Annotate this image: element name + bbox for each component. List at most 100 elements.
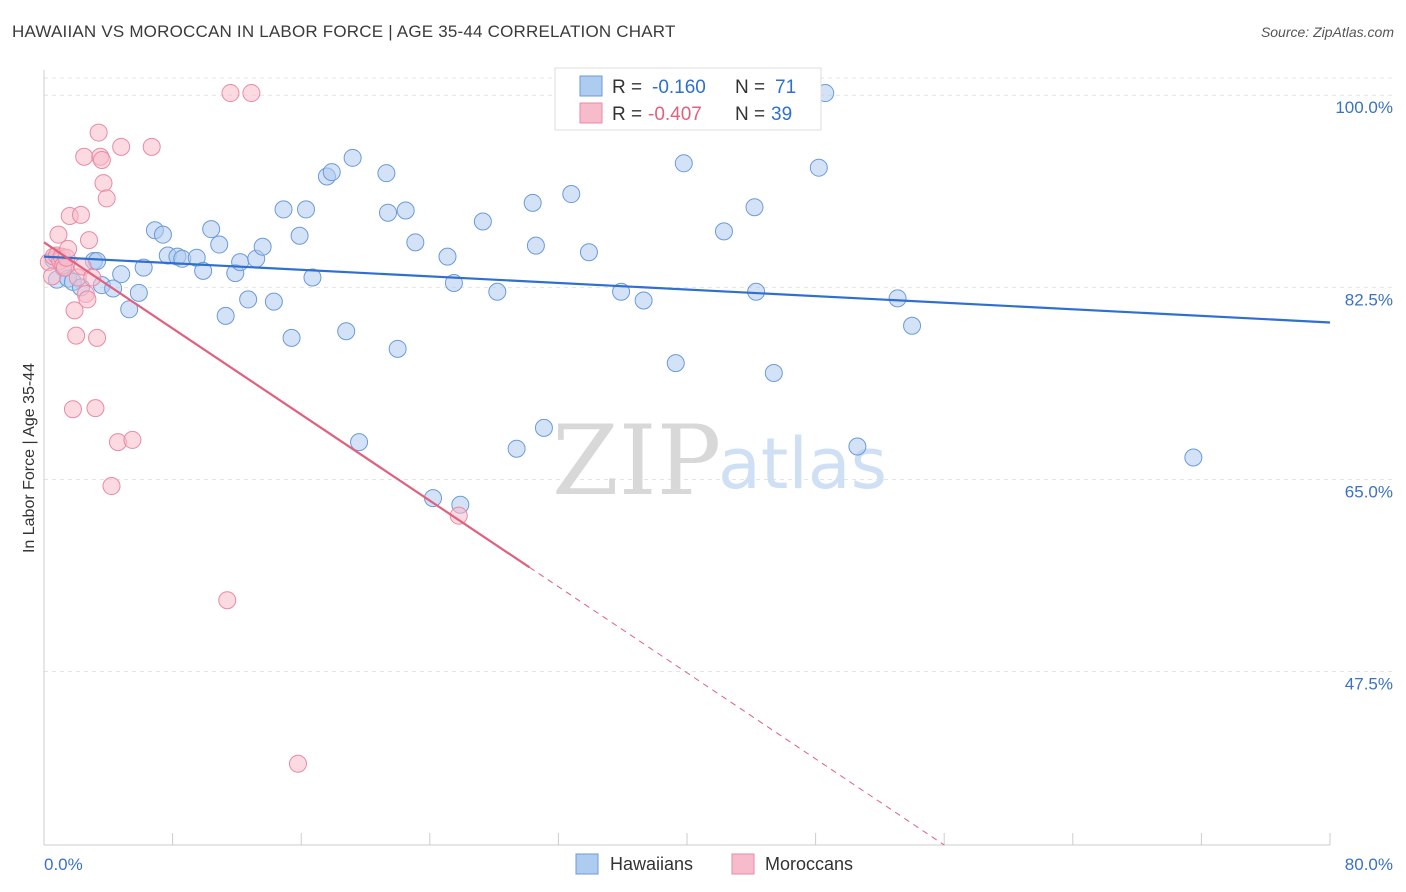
hawaiian-point: [377, 164, 396, 183]
hawaiian-point: [282, 328, 301, 347]
hawaiian-point: [562, 185, 581, 204]
legend-r-value-hawaiians: -0.160: [652, 77, 706, 98]
hawaiian-point: [745, 198, 764, 217]
moroccan-point: [88, 328, 107, 347]
hawaiian-point: [322, 163, 341, 182]
stats-legend: R = -0.160 N = 71 R = -0.407 N = 39: [554, 67, 822, 131]
hawaiians-trend-line: [43, 255, 1331, 324]
legend-swatch-moroccans: [579, 102, 603, 124]
hawaiian-point: [239, 290, 258, 309]
moroccan-point: [43, 267, 62, 286]
hawaiian-point: [666, 354, 685, 373]
hawaiian-point: [210, 235, 229, 254]
hawaiian-point: [634, 291, 653, 310]
hawaiian-point: [379, 203, 398, 222]
moroccan-point: [142, 137, 161, 156]
hawaiian-point: [903, 316, 922, 335]
hawaiian-point: [848, 437, 867, 456]
hawaiian-point: [1184, 448, 1203, 467]
y-tick-labels: 47.5% 65.0% 82.5% 100.0%: [1335, 98, 1393, 693]
hawaiian-point: [388, 339, 407, 358]
hawaiian-point: [337, 322, 356, 341]
moroccan-point: [102, 477, 121, 496]
legend-n-value-hawaiians: 71: [775, 77, 796, 98]
legend-n-label-hawaiians: N =: [735, 77, 765, 98]
y-tick-label: 65.0%: [1345, 482, 1393, 501]
hawaiian-point: [888, 289, 907, 308]
moroccan-point: [65, 301, 84, 320]
legend-r-value-moroccans: -0.407: [648, 104, 702, 125]
moroccan-point: [83, 268, 102, 287]
source-credit: Source: ZipAtlas.com: [1260, 24, 1394, 40]
hawaiian-point: [343, 148, 362, 167]
hawaiian-point: [406, 233, 425, 252]
hawaiian-point: [438, 247, 457, 266]
hawaiian-point: [297, 200, 316, 219]
axes: [43, 70, 1331, 846]
hawaiian-point: [473, 212, 492, 231]
hawaiian-point: [507, 439, 526, 458]
moroccan-point: [242, 84, 261, 103]
y-tick-label: 82.5%: [1345, 290, 1393, 309]
trend-lines: [43, 241, 1331, 846]
moroccan-point: [449, 506, 468, 525]
legend-swatch-hawaiians: [579, 75, 603, 97]
moroccan-point: [78, 290, 97, 309]
moroccans-trend-extension: [529, 566, 945, 846]
moroccan-point: [49, 225, 68, 244]
hawaiian-point: [153, 225, 172, 244]
moroccan-point: [75, 147, 94, 166]
moroccan-point: [92, 151, 111, 170]
y-tick-label: 100.0%: [1335, 98, 1393, 117]
moroccan-point: [94, 174, 113, 193]
hawaiian-point: [764, 363, 783, 382]
moroccan-point: [63, 400, 82, 419]
hawaiian-point: [134, 258, 153, 277]
legend-n-label-moroccans: N =: [735, 104, 765, 125]
hawaiian-point: [120, 300, 139, 319]
moroccan-point: [97, 189, 116, 208]
hawaiian-point: [194, 261, 213, 280]
moroccan-point: [218, 591, 237, 610]
hawaiian-point: [488, 282, 507, 301]
hawaiian-point: [274, 200, 293, 219]
chart-title: HAWAIIAN VS MOROCCAN IN LABOR FORCE | AG…: [12, 22, 676, 41]
watermark-atlas: atlas: [718, 423, 887, 505]
y-tick-label: 47.5%: [1345, 675, 1393, 694]
hawaiian-point: [714, 222, 733, 241]
hawaiian-point: [112, 265, 131, 284]
legend-r-label-hawaiians: R =: [612, 77, 642, 98]
moroccan-point: [123, 430, 142, 449]
hawaiian-point: [350, 433, 369, 452]
moroccan-point: [80, 231, 99, 250]
hawaiian-point: [579, 243, 598, 262]
series-legend-swatch-moroccans: [731, 853, 755, 875]
series-legend-swatch-hawaiians: [575, 853, 599, 875]
hawaiian-point: [264, 292, 283, 311]
hawaiian-point: [526, 236, 545, 255]
moroccans-trend-line: [43, 241, 531, 569]
moroccan-point: [112, 137, 131, 156]
moroccans-points: [39, 84, 468, 773]
series-legend: Hawaiians Moroccans: [575, 853, 853, 875]
hawaiian-point: [216, 306, 235, 325]
hawaiian-point: [396, 201, 415, 220]
grid-lines: [44, 77, 1393, 673]
watermark-zip: ZIP: [552, 405, 721, 517]
hawaiian-point: [523, 193, 542, 212]
series-legend-label-hawaiians: Hawaiians: [610, 854, 693, 874]
legend-n-value-moroccans: 39: [771, 104, 792, 125]
moroccan-point: [221, 84, 240, 103]
moroccan-point: [288, 754, 307, 773]
moroccan-point: [89, 123, 108, 142]
hawaiian-point: [129, 283, 148, 302]
moroccan-point: [86, 399, 105, 418]
moroccan-point: [67, 326, 86, 345]
legend-r-label-moroccans: R =: [612, 104, 642, 125]
y-axis-label: In Labor Force | Age 35-44: [21, 363, 38, 553]
hawaiian-point: [290, 226, 309, 245]
hawaiian-point: [674, 154, 693, 173]
x-tick-min: 0.0%: [44, 855, 83, 874]
moroccan-point: [71, 205, 90, 224]
